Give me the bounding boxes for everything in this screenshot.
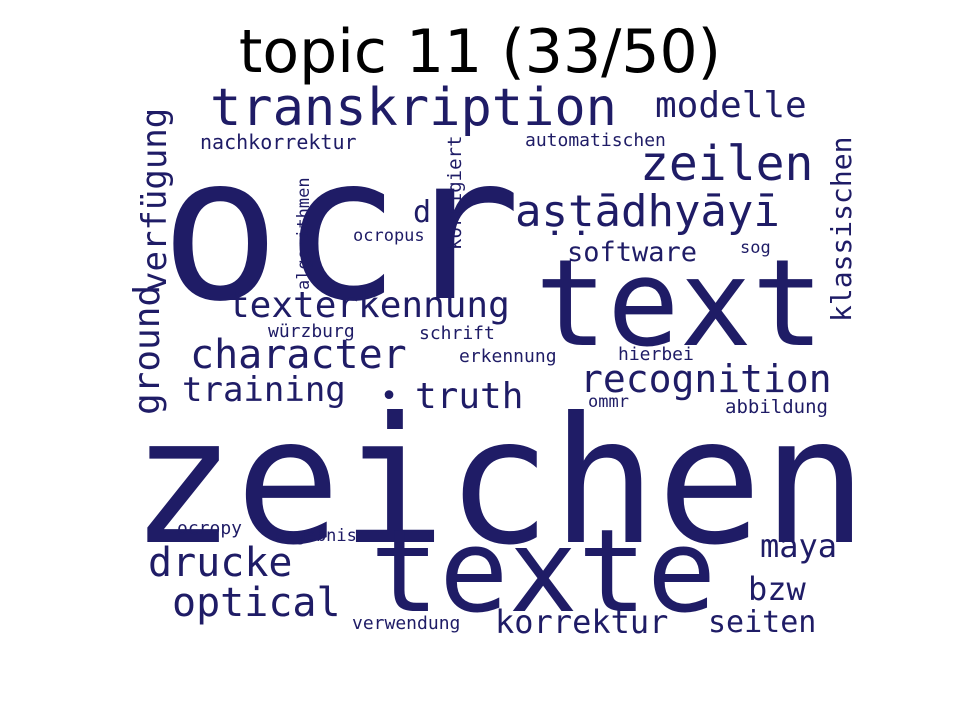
cloud-word: character [190,332,407,378]
cloud-word: würzburg [268,321,355,342]
cloud-word: automatischen [525,130,666,151]
cloud-word: nachkorrektur [200,130,357,154]
cloud-word: training [182,370,346,410]
cloud-word: erkennung [459,346,557,367]
cloud-word: modelle [655,85,807,126]
cloud-word: recognition [580,357,832,401]
cloud-word: optical [172,580,341,626]
cloud-word: hierbei [618,344,694,365]
cloud-word: ergebnis [275,526,357,546]
figure-title: topic 11 (33/50) [238,17,722,87]
cloud-word: seiten [708,605,817,640]
cloud-word: zeichen [130,381,868,584]
cloud-word: truth [415,376,524,417]
cloud-word: korrektur [495,603,669,641]
cloud-word: texterkennung [228,285,510,326]
cloud-word: korrigiert [444,135,466,250]
cloud-word: maya [760,527,838,565]
cloud-word: ocropus [353,226,425,246]
cloud-word: schrift [419,323,495,344]
cloud-word: drucke [148,540,293,586]
cloud-word: klassischen [825,136,858,322]
cloud-word: transkription [210,78,617,138]
cloud-word: bzw [748,570,806,608]
cloud-word: software [567,237,698,268]
cloud-word: text [535,235,824,374]
cloud-word: abbildung [725,396,828,418]
cloud-word: algorithmen [294,177,314,290]
cloud-word: zeilen [640,136,814,192]
cloud-word: ocr [160,113,522,346]
cloud-word: verwendung [352,613,461,634]
cloud-word: texte [370,505,717,639]
cloud-word: • [380,379,399,414]
cloud-word: sog [740,238,771,258]
cloud-word: ocropy [177,518,243,539]
cloud-word: ground [127,284,168,415]
cloud-word: d [413,195,432,230]
cloud-word: verfügung [135,107,175,292]
cloud-word: ommr [588,392,629,412]
cloud-word: aṣṭādhyāyī [515,186,780,237]
